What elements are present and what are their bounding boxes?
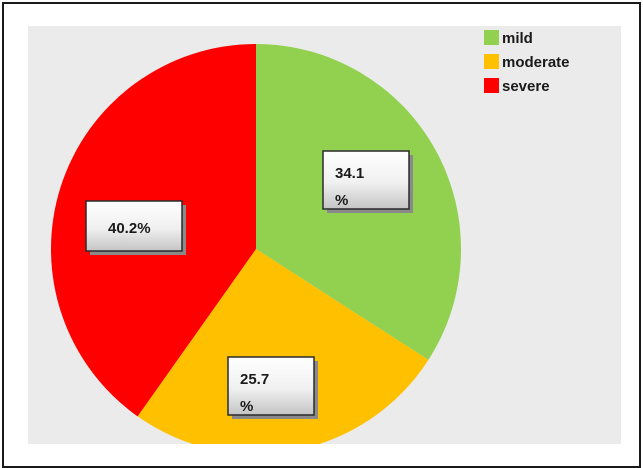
legend-label-mild: mild [502,30,533,47]
legend-label-severe: severe [502,78,550,95]
data-label-severe: 40.2% [85,200,186,255]
legend: mild moderate severe [484,30,570,95]
legend-swatch-mild [484,30,499,45]
data-label-mild: 34.1% [322,150,413,213]
data-label-moderate: 25.7% [227,356,318,419]
pie-slices [50,44,462,444]
data-label-box [85,200,183,252]
data-label-text: 40.2% [108,220,151,237]
data-label-text: 25.7 [240,371,269,388]
legend-entry-mild: mild [484,30,533,47]
pie-slice-moderate [137,249,429,444]
plot-area: 34.1% 25.7% 40.2% mild moderate severe [28,26,621,444]
legend-entry-moderate: moderate [484,54,570,71]
data-label-box [322,150,410,210]
legend-label-moderate: moderate [502,54,570,71]
legend-entry-severe: severe [484,78,550,95]
data-label-text: 34.1 [335,165,364,182]
legend-swatch-severe [484,78,499,93]
data-label-box [227,356,315,416]
data-label-text: % [335,192,348,209]
pie-data-labels: 34.1%25.7%40.2% [85,150,413,419]
legend-swatch-moderate [484,54,499,69]
data-label-text: % [240,398,253,415]
